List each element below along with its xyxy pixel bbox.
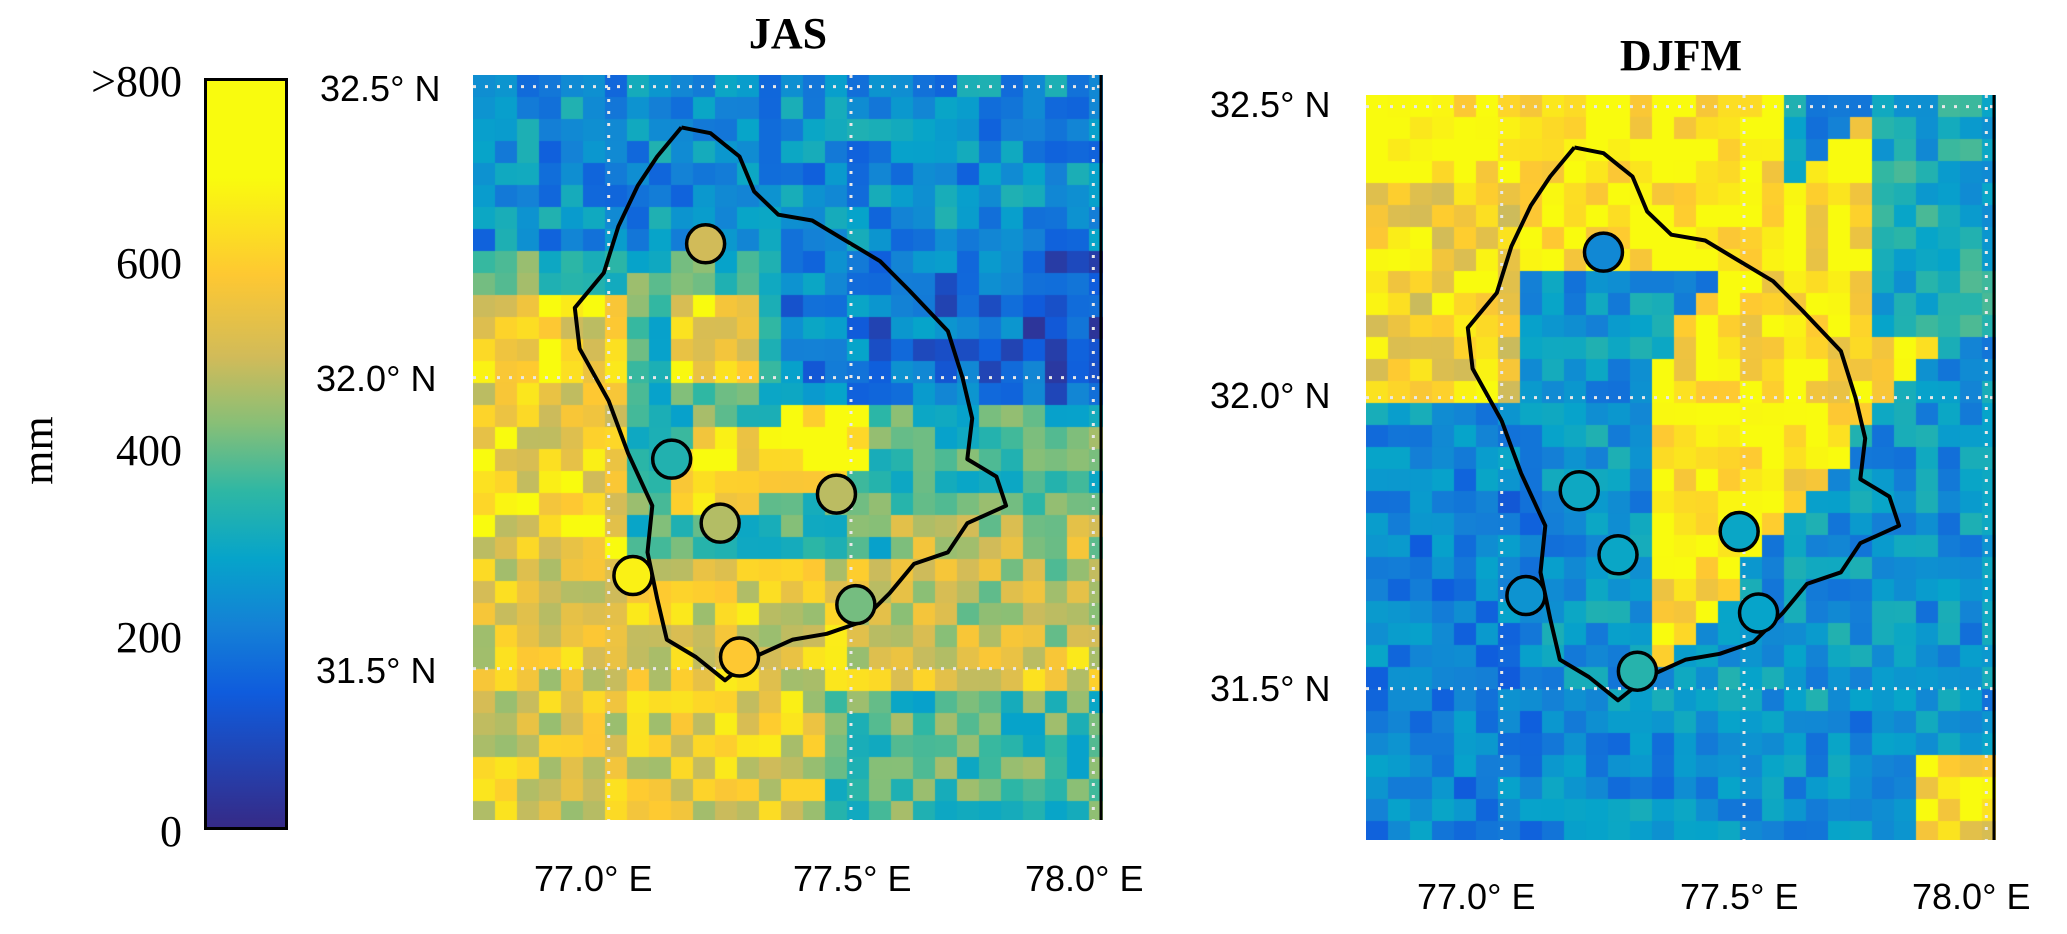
lon-label: 77.5° E — [1680, 876, 1799, 917]
lon-label: 77.5° E — [793, 858, 912, 899]
lat-label: 32.5° N — [320, 68, 441, 109]
lat-label: 32.0° N — [1210, 375, 1331, 416]
station-marker — [1737, 592, 1780, 634]
colorbar-tick: 600 — [116, 239, 182, 288]
lat-label: 31.5° N — [1210, 668, 1331, 709]
precipitation-grid — [473, 75, 1103, 820]
station-marker — [1582, 231, 1625, 273]
colorbar-tick: 0 — [160, 807, 182, 856]
colorbar-unit-label: mm — [13, 416, 63, 485]
lon-label: 78.0° E — [1025, 858, 1144, 899]
precipitation-grid — [1366, 95, 1996, 840]
station-marker — [1616, 650, 1659, 692]
station-marker — [684, 223, 727, 265]
panel-title: JAS — [748, 9, 828, 58]
station-marker — [1718, 510, 1760, 553]
catchment-boundary — [1465, 145, 1902, 703]
station-marker — [815, 473, 858, 515]
lat-label: 32.0° N — [316, 358, 437, 399]
station-marker — [718, 636, 761, 678]
panel-title: DJFM — [1619, 31, 1743, 80]
catchment-boundary — [572, 125, 1009, 683]
map-overlay — [473, 75, 1103, 820]
station-marker — [1505, 574, 1547, 617]
station-marker — [612, 554, 654, 597]
lat-label: 32.5° N — [1210, 84, 1331, 125]
colorbar-tick: 400 — [116, 426, 182, 475]
lon-label: 77.0° E — [1417, 876, 1536, 917]
station-marker — [650, 438, 693, 480]
station-marker — [1558, 470, 1600, 512]
lat-label: 31.5° N — [316, 650, 437, 691]
lon-label: 78.0° E — [1912, 876, 2031, 917]
colorbar-gradient — [204, 78, 288, 830]
colorbar-tick: 200 — [116, 613, 182, 662]
station-marker — [1597, 534, 1639, 576]
colorbar-tick: >800 — [91, 57, 182, 106]
precipitation-map — [473, 75, 1103, 820]
map-overlay — [1366, 95, 1996, 840]
precipitation-map — [1366, 95, 1996, 840]
lon-label: 77.0° E — [534, 858, 653, 899]
station-marker — [835, 583, 877, 626]
station-marker — [699, 502, 741, 544]
